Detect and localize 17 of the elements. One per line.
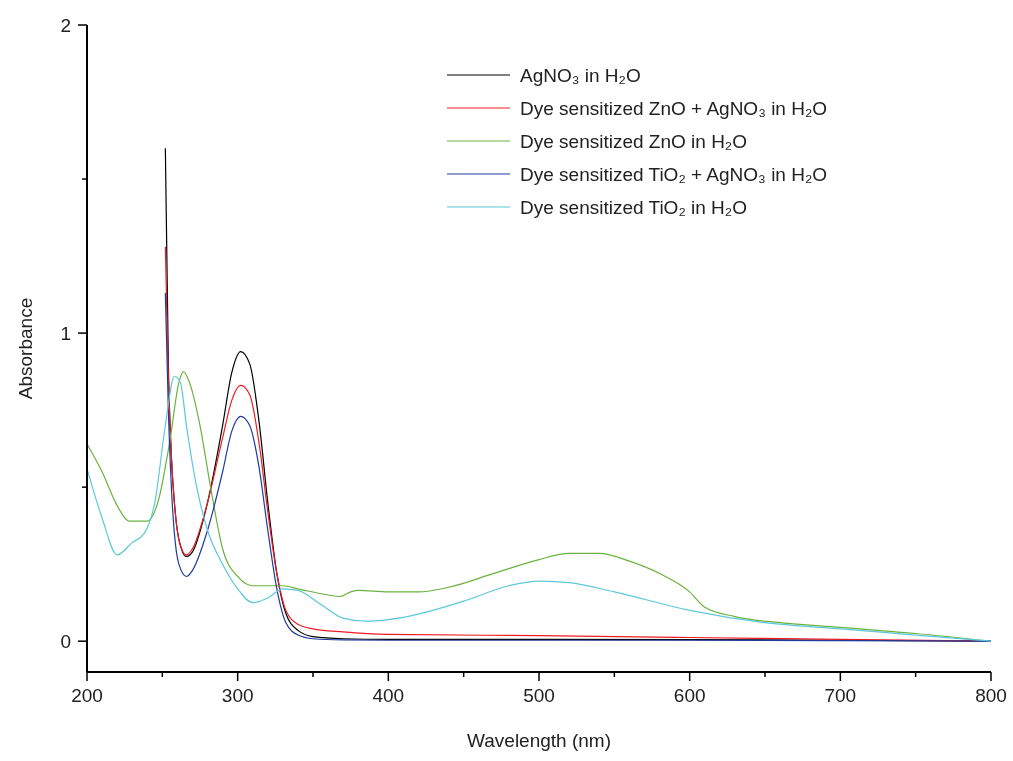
y-tick-label: 1 <box>60 323 71 345</box>
x-tick-label: 200 <box>71 685 103 706</box>
x-tick-label: 700 <box>824 685 857 706</box>
x-tick-label: 800 <box>975 685 1007 706</box>
legend-label: Dye sensitized ZnO + AgNO₃ in H₂O <box>520 98 828 119</box>
x-tick-label: 400 <box>372 685 405 706</box>
x-tick-label: 600 <box>673 685 706 706</box>
legend-label: Dye sensitized TiO₂ in H₂O <box>520 197 747 218</box>
legend-label: Dye sensitized TiO₂ + AgNO₃ in H₂O <box>520 164 828 185</box>
y-tick-label: 0 <box>60 631 71 653</box>
y-axis-title: Absorbance <box>15 297 36 400</box>
x-tick-label: 500 <box>523 685 555 706</box>
x-tick-label: 300 <box>221 685 254 706</box>
y-tick-label: 2 <box>60 15 71 36</box>
x-axis-title: Wavelength (nm) <box>467 730 611 751</box>
legend-label: Dye sensitized ZnO in H₂O <box>520 131 748 152</box>
legend-label: AgNO₃ in H₂O <box>520 65 641 86</box>
